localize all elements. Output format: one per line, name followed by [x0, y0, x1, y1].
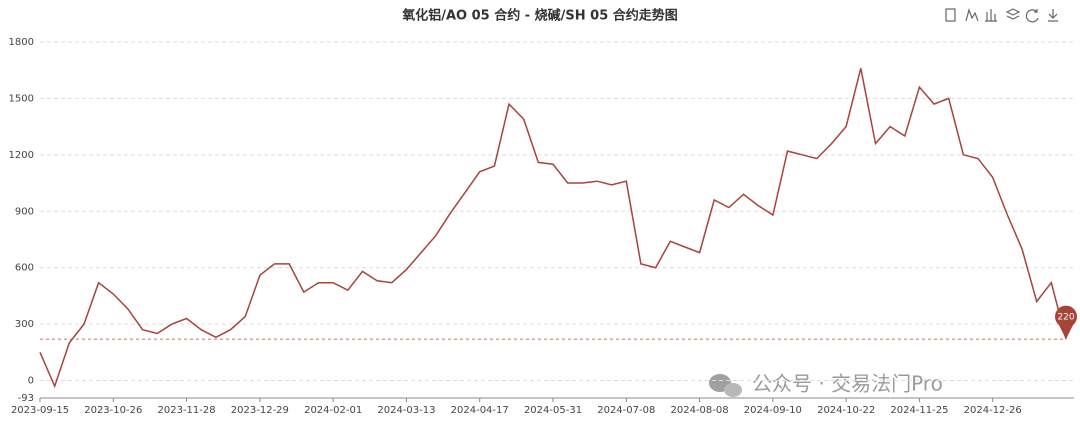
chart-title: 氧化铝/AO 05 合约 - 烧碱/SH 05 合约走势图 [401, 8, 678, 24]
end-pin [1054, 305, 1077, 340]
x-tick-label: 2023-10-26 [84, 405, 142, 416]
end-pin-label: 220 [1057, 313, 1074, 323]
x-tick-label: 2023-09-15 [11, 405, 69, 416]
x-tick-label: 2024-02-01 [304, 405, 362, 416]
x-tick-label: 2024-09-10 [744, 405, 802, 416]
watermark-text: 公众号 · 交易法门Pro [752, 372, 943, 396]
x-tick-label: 2024-05-31 [524, 405, 582, 416]
data-line [39, 68, 1067, 389]
y-tick-label: 600 [15, 263, 34, 274]
y-tick-label: 1200 [9, 150, 34, 161]
restore-button[interactable] [1025, 9, 1039, 23]
y-tick-label: 1800 [9, 37, 34, 48]
stack-button[interactable] [1005, 8, 1021, 20]
data-view-button[interactable] [945, 8, 956, 22]
line-switch-button[interactable] [965, 8, 979, 22]
x-tick-label: 2024-10-22 [817, 405, 875, 416]
save-button[interactable] [1048, 9, 1058, 22]
y-tick-label: 0 [28, 376, 34, 387]
x-tick-label: 2024-08-08 [671, 405, 729, 416]
x-tick-label: 2024-04-17 [451, 405, 509, 416]
watermark: 公众号 · 交易法门Pro [709, 372, 943, 397]
y-tick-label: 900 [15, 206, 34, 217]
wechat-icon [724, 383, 742, 397]
toolbar [945, 8, 1058, 23]
y-tick-label: -93 [18, 393, 34, 404]
y-tick-label: 300 [15, 319, 34, 330]
y-tick-label: 1500 [9, 93, 34, 104]
bar-switch-button[interactable] [985, 9, 997, 22]
x-tick-label: 2023-11-28 [158, 405, 216, 416]
x-tick-label: 2024-12-26 [964, 405, 1022, 416]
x-tick-label: 2024-11-25 [890, 405, 948, 416]
x-tick-label: 2024-03-13 [377, 405, 435, 416]
x-tick-label: 2024-07-08 [597, 405, 655, 416]
x-tick-label: 2023-12-29 [231, 405, 289, 416]
